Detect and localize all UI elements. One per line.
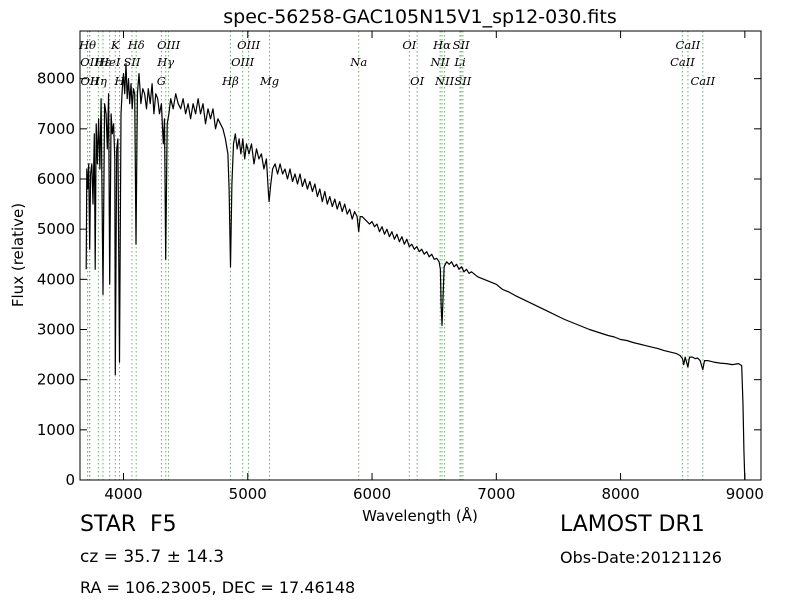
x-tick-label-6000: 6000	[353, 485, 391, 503]
y-tick-label-0: 0	[65, 471, 75, 489]
x-tick-label-7000: 7000	[477, 485, 515, 503]
marker-label-6363: OI	[410, 74, 424, 88]
marker-label-6548: NII	[430, 55, 451, 69]
y-tick-label-4000: 4000	[37, 270, 75, 288]
x-axis-label: Wavelength (Å)	[362, 506, 478, 525]
marker-label-4068: SII	[123, 55, 140, 69]
marker-label-3711: Hθ	[78, 38, 96, 52]
line-markers	[87, 31, 704, 480]
marker-label-3968: H	[114, 74, 126, 88]
marker-label-3889: HeI	[98, 55, 121, 69]
marker-label-8662: CaII	[690, 74, 715, 88]
marker-label-8542: CaII	[676, 38, 701, 52]
chart-title: spec-56258-GAC105N15V1_sp12-030.fits	[223, 6, 616, 28]
marker-label-6708: Li	[453, 55, 466, 69]
y-tick-label-2000: 2000	[37, 371, 75, 389]
subclass: F5	[150, 512, 177, 537]
ra-dec: RA = 106.23005, DEC = 17.46148	[80, 578, 356, 597]
marker-label-4959: OIII	[231, 55, 255, 69]
marker-label-5175: Mg	[259, 74, 279, 88]
y-tick-label-7000: 7000	[37, 120, 75, 138]
marker-label-4340: Hγ	[156, 55, 174, 69]
classification: STAR F5	[80, 512, 177, 537]
marker-label-4861: Hβ	[221, 74, 239, 88]
marker-label-5007: OIII	[237, 38, 261, 52]
x-tick-label-8000: 8000	[601, 485, 639, 503]
y-tick-label-1000: 1000	[37, 421, 75, 439]
marker-label-6717: SII	[453, 38, 470, 52]
plot-frame	[79, 30, 762, 481]
x-tick-label-5000: 5000	[229, 485, 267, 503]
class-type: STAR	[80, 512, 137, 537]
y-tick-label-3000: 3000	[37, 320, 75, 338]
marker-label-3798: Hη	[89, 74, 107, 88]
marker-label-6584: NII	[434, 74, 455, 88]
survey-name: LAMOST DR1	[560, 512, 705, 537]
marker-label-4102: Hδ	[127, 38, 145, 52]
marker-label-5893: Na	[349, 55, 367, 69]
line-labels: HθOIIOIIHηHεHeIKHSIIHδGHγOIIIHβOIIIOIIIM…	[78, 38, 716, 88]
marker-label-6731: SII	[454, 74, 471, 88]
y-axis-label: Flux (relative)	[9, 203, 27, 307]
y-tick-label-5000: 5000	[37, 220, 75, 238]
obs-date: Obs-Date:20121126	[560, 548, 722, 567]
redshift-cz: cz = 35.7 ± 14.3	[80, 547, 225, 567]
axis-ticks: 4000 5000 6000 7000 8000 9000 0 1000 2000 3000 400…	[37, 31, 764, 503]
marker-label-4305: G	[157, 74, 166, 88]
marker-label-3835: Hε	[94, 55, 111, 69]
marker-label-3934: K	[110, 38, 121, 52]
marker-label-4363: OIII	[157, 38, 181, 52]
spectrum-line	[85, 63, 746, 481]
marker-label-6563: Hα	[432, 38, 451, 52]
x-tick-label-9000: 9000	[726, 485, 764, 503]
marker-label-8498: CaII	[670, 55, 695, 69]
marker-label-3727: OII	[80, 55, 99, 69]
marker-label-6300: OI	[402, 38, 416, 52]
y-tick-label-6000: 6000	[37, 170, 75, 188]
marker-label-3729: OII	[81, 74, 100, 88]
y-tick-label-8000: 8000	[37, 70, 75, 88]
x-tick-label-4000: 4000	[104, 485, 142, 503]
